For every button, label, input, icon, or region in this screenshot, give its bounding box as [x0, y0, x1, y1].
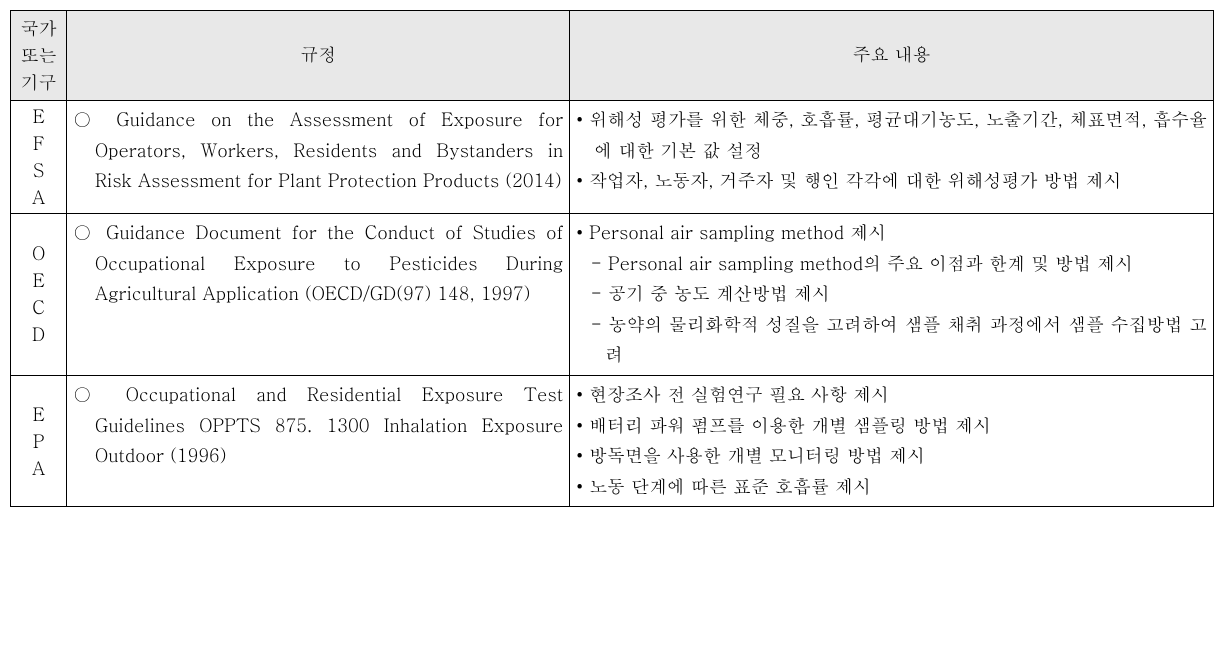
header-org: 국가 또는 기구 [11, 11, 67, 101]
content-cell: • 현장조사 전 실험연구 필요 사항 제시• 배터리 파워 펌프를 이용한 개… [570, 375, 1214, 506]
table-row: OECD○ Guidance Document for the Conduct … [11, 214, 1214, 376]
regulation-text: ○ Guidance Document for the Conduct of S… [73, 218, 563, 310]
content-bullet: • 작업자, 노동자, 거주자 및 행인 각각에 대한 위해성평가 방법 제시 [576, 166, 1207, 197]
content-bullet: • 배터리 파워 펌프를 이용한 개별 샘플링 방법 제시 [576, 411, 1207, 442]
table-row: EFSA○ Guidance on the Assessment of Expo… [11, 101, 1214, 214]
org-letter: D [13, 321, 64, 348]
regulation-text: ○ Guidance on the Assessment of Exposure… [73, 105, 563, 197]
header-regulation: 규정 [67, 11, 570, 101]
org-cell: EPA [11, 375, 67, 506]
org-letter: F [13, 130, 64, 157]
org-cell: OECD [11, 214, 67, 376]
org-letter: O [13, 240, 64, 267]
org-letter: C [13, 294, 64, 321]
regulation-text: ○ Occupational and Residential Exposure … [73, 380, 563, 472]
org-letter: A [13, 184, 64, 211]
table-row: EPA○ Occupational and Residential Exposu… [11, 375, 1214, 506]
table-header: 국가 또는 기구 규정 주요 내용 [11, 11, 1214, 101]
regulation-cell: ○ Occupational and Residential Exposure … [67, 375, 570, 506]
content-bullet: • 방독면을 사용한 개별 모니터링 방법 제시 [576, 441, 1207, 472]
org-letter: E [13, 401, 64, 428]
content-subitem: - Personal air sampling method의 주요 이점과 한… [576, 249, 1207, 280]
header-org-line3: 기구 [17, 69, 60, 96]
content-cell: • 위해성 평가를 위한 체중, 호흡률, 평균대기농도, 노출기간, 체표면적… [570, 101, 1214, 214]
content-bullet: • 위해성 평가를 위한 체중, 호흡률, 평균대기농도, 노출기간, 체표면적… [576, 105, 1207, 166]
content-bullet: • Personal air sampling method 제시 [576, 218, 1207, 249]
org-letter: E [13, 267, 64, 294]
org-cell: EFSA [11, 101, 67, 214]
org-letter: A [13, 455, 64, 482]
org-letter: P [13, 428, 64, 455]
content-bullet: • 노동 단계에 따른 표준 호흡률 제시 [576, 472, 1207, 503]
content-subitem: - 공기 중 농도 계산방법 제시 [576, 279, 1207, 310]
regulation-cell: ○ Guidance Document for the Conduct of S… [67, 214, 570, 376]
header-org-line2: 또는 [17, 42, 60, 69]
org-letter: E [13, 103, 64, 130]
regulations-table: 국가 또는 기구 규정 주요 내용 EFSA○ Guidance on the … [10, 10, 1214, 507]
table-body: EFSA○ Guidance on the Assessment of Expo… [11, 101, 1214, 507]
header-content: 주요 내용 [570, 11, 1214, 101]
content-bullet: • 현장조사 전 실험연구 필요 사항 제시 [576, 380, 1207, 411]
regulation-cell: ○ Guidance on the Assessment of Exposure… [67, 101, 570, 214]
content-cell: • Personal air sampling method 제시- Perso… [570, 214, 1214, 376]
org-letter: S [13, 157, 64, 184]
content-subitem: - 농약의 물리화학적 성질을 고려하여 샘플 채취 과정에서 샘플 수집방법 … [576, 310, 1207, 371]
header-org-line1: 국가 [17, 15, 60, 42]
